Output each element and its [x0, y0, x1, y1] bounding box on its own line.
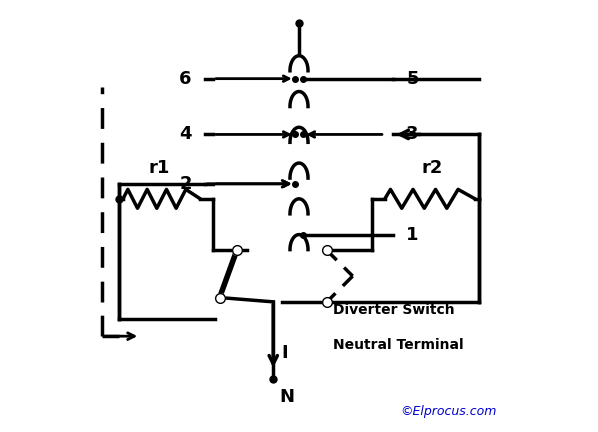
- Text: 5: 5: [406, 70, 419, 88]
- Text: 4: 4: [179, 125, 192, 143]
- Text: I: I: [282, 344, 288, 362]
- Text: 3: 3: [406, 125, 419, 143]
- Text: r2: r2: [422, 159, 443, 178]
- Text: Neutral Terminal: Neutral Terminal: [333, 338, 464, 352]
- Text: N: N: [280, 388, 295, 406]
- Text: Diverter Switch: Diverter Switch: [333, 303, 455, 318]
- Text: ©Elprocus.com: ©Elprocus.com: [400, 405, 496, 418]
- Text: 1: 1: [406, 226, 419, 245]
- Text: 6: 6: [179, 70, 192, 88]
- Text: r1: r1: [149, 159, 170, 178]
- Text: 2: 2: [179, 175, 192, 193]
